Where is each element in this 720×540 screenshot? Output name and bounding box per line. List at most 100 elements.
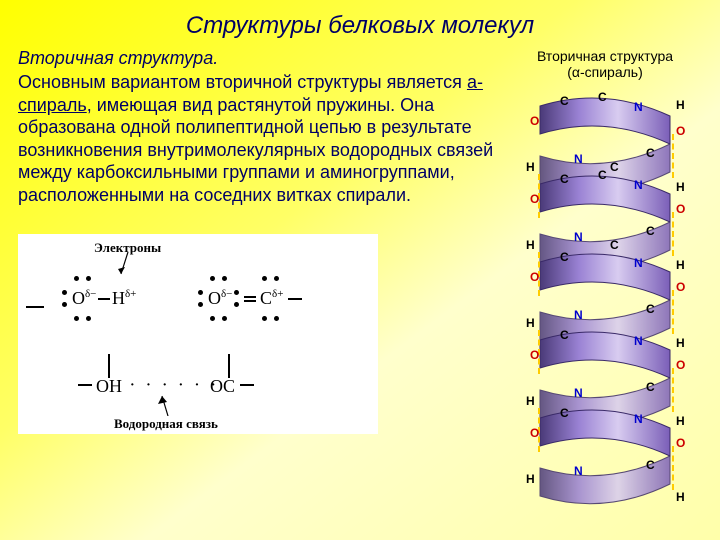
electron-dot-icon xyxy=(198,302,203,307)
hydrogen-atom-label: H xyxy=(676,336,685,350)
subtitle: Вторичная структура. xyxy=(18,48,508,69)
nitrogen-atom-label: N xyxy=(634,100,643,114)
electron-dot-icon xyxy=(234,290,239,295)
hydrogen-bond-diagram: Электроны Oδ− Hδ+ xyxy=(18,234,378,434)
hydrogen-atom-label: H xyxy=(526,238,535,252)
nitrogen-atom-label: N xyxy=(574,152,583,166)
oxygen-atom-label: O xyxy=(530,426,539,440)
oxygen-atom-label: O xyxy=(530,114,539,128)
carbon-atom-label: C xyxy=(646,458,655,472)
electron-arrow-icon xyxy=(118,252,138,278)
alpha-helix-diagram: C O C N H O C C N H O C C N H O C C N H … xyxy=(520,86,690,526)
electron-dot-icon xyxy=(274,276,279,281)
slide-title: Структуры белковых молекул xyxy=(0,0,720,48)
oh-group-label: OH xyxy=(96,376,122,397)
molecule-dash-icon xyxy=(26,306,44,308)
nitrogen-atom-label: N xyxy=(574,464,583,478)
carbon-atom-label: C xyxy=(598,90,607,104)
electron-dot-icon xyxy=(222,276,227,281)
carbon-atom-label: C xyxy=(560,172,569,186)
carbon-atom-label: C xyxy=(646,146,655,160)
hbond-dash-icon xyxy=(672,212,674,256)
electron-dot-icon xyxy=(262,276,267,281)
body-pre: Основным вариантом вторичной структуры я… xyxy=(18,72,467,92)
hbond-dash-icon xyxy=(672,134,674,178)
hydrogen-atom-label: H xyxy=(526,394,535,408)
oxygen-delta-minus-label: Oδ− xyxy=(208,288,232,309)
helix-svg-icon xyxy=(520,86,690,526)
bond-dash-icon xyxy=(288,298,302,300)
carbon-atom-label: C xyxy=(646,302,655,316)
hydrogen-atom-label: H xyxy=(676,490,685,504)
oxygen-atom-label: O xyxy=(676,280,685,294)
bond-line-icon xyxy=(228,354,230,378)
oxygen-atom-label: O xyxy=(530,192,539,206)
electron-dot-icon xyxy=(86,316,91,321)
nitrogen-atom-label: N xyxy=(574,308,583,322)
carbon-atom-label: C xyxy=(610,160,619,174)
nitrogen-atom-label: N xyxy=(634,256,643,270)
hydrogen-atom-label: H xyxy=(526,160,535,174)
nitrogen-atom-label: N xyxy=(574,230,583,244)
hbond-dash-icon xyxy=(672,446,674,490)
bond-dash-icon xyxy=(78,384,92,386)
carbon-atom-label: C xyxy=(560,328,569,342)
hydrogen-atom-label: H xyxy=(676,180,685,194)
hydrogen-atom-label: H xyxy=(526,472,535,486)
oxygen-atom-label: O xyxy=(676,202,685,216)
hbond-dots-icon: · · · · · · xyxy=(130,378,220,394)
text-column: Вторичная структура. Основным вариантом … xyxy=(18,48,508,526)
hbond-arrow-icon xyxy=(156,394,176,416)
hydrogen-atom-label: H xyxy=(526,316,535,330)
hbond-label: Водородная связь xyxy=(114,416,218,432)
electron-dot-icon xyxy=(62,290,67,295)
hbond-dash-icon xyxy=(672,290,674,334)
carbon-atom-label: C xyxy=(610,238,619,252)
oxygen-atom-label: O xyxy=(530,270,539,284)
content-area: Вторичная структура. Основным вариантом … xyxy=(0,48,720,526)
oc-group-label: OC xyxy=(210,376,235,397)
electron-dot-icon xyxy=(234,302,239,307)
body-text: Основным вариантом вторичной структуры я… xyxy=(18,71,508,206)
carbon-atom-label: C xyxy=(560,94,569,108)
carbon-atom-label: C xyxy=(598,168,607,182)
electron-dot-icon xyxy=(86,276,91,281)
carbon-delta-plus-label: Cδ+ xyxy=(260,288,283,309)
carbon-atom-label: C xyxy=(646,224,655,238)
hydrogen-atom-label: H xyxy=(676,258,685,272)
bond-dash-icon xyxy=(240,384,254,386)
helix-title-2: (α-спираль) xyxy=(567,64,643,80)
electron-dot-icon xyxy=(210,316,215,321)
electron-dot-icon xyxy=(262,316,267,321)
oxygen-atom-label: O xyxy=(676,124,685,138)
hbond-dash-icon xyxy=(672,368,674,412)
hydrogen-atom-label: H xyxy=(676,98,685,112)
helix-column: Вторичная структура (α-спираль) xyxy=(508,48,702,526)
oxygen-atom-label: O xyxy=(530,348,539,362)
hydrogen-atom-label: H xyxy=(676,414,685,428)
nitrogen-atom-label: N xyxy=(634,412,643,426)
bond-dash-icon xyxy=(244,296,256,298)
hydrogen-delta-plus-label: Hδ+ xyxy=(112,288,136,309)
electron-dot-icon xyxy=(74,316,79,321)
oxygen-atom-label: O xyxy=(676,358,685,372)
bond-line-icon xyxy=(108,354,110,378)
helix-title-1: Вторичная структура xyxy=(537,48,673,64)
oxygen-atom-label: O xyxy=(676,436,685,450)
nitrogen-atom-label: N xyxy=(634,178,643,192)
bond-dash-icon xyxy=(244,300,256,302)
carbon-atom-label: C xyxy=(560,250,569,264)
electron-dot-icon xyxy=(198,290,203,295)
nitrogen-atom-label: N xyxy=(634,334,643,348)
body-post: , имеющая вид растянутой пружины. Она об… xyxy=(18,95,493,205)
oxygen-delta-minus-label: Oδ− xyxy=(72,288,96,309)
electron-dot-icon xyxy=(222,316,227,321)
electron-dot-icon xyxy=(62,302,67,307)
electron-dot-icon xyxy=(74,276,79,281)
carbon-atom-label: C xyxy=(560,406,569,420)
bond-dash-icon xyxy=(98,298,110,300)
carbon-atom-label: C xyxy=(646,380,655,394)
nitrogen-atom-label: N xyxy=(574,386,583,400)
electron-dot-icon xyxy=(210,276,215,281)
electron-dot-icon xyxy=(274,316,279,321)
